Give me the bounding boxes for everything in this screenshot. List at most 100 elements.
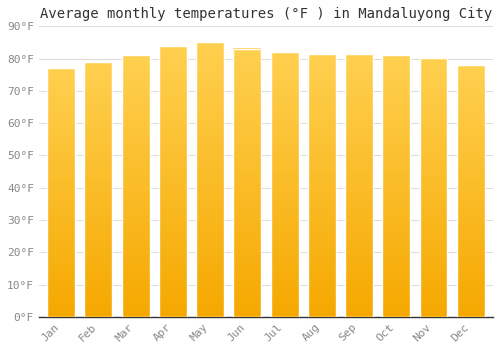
Bar xyxy=(196,295,224,298)
Bar xyxy=(234,260,262,263)
Bar xyxy=(420,283,448,286)
Bar xyxy=(457,168,484,170)
Bar xyxy=(122,82,150,84)
Bar xyxy=(84,141,112,144)
Bar xyxy=(270,76,298,79)
Bar xyxy=(47,167,75,170)
Bar xyxy=(382,136,410,139)
Bar xyxy=(84,296,112,299)
Bar xyxy=(84,88,112,90)
Bar xyxy=(420,247,448,250)
Bar xyxy=(457,70,484,72)
Bar xyxy=(420,58,448,317)
Bar xyxy=(345,144,373,146)
Bar xyxy=(196,177,224,180)
Bar xyxy=(420,92,448,94)
Bar xyxy=(196,97,224,100)
Bar xyxy=(196,193,224,196)
Bar xyxy=(47,289,75,292)
Bar xyxy=(234,309,262,312)
Bar xyxy=(159,122,187,125)
Bar xyxy=(457,294,484,297)
Bar xyxy=(382,230,410,233)
Bar xyxy=(47,247,75,250)
Bar xyxy=(270,58,298,60)
Bar xyxy=(420,172,448,175)
Bar xyxy=(270,296,298,298)
Bar xyxy=(196,158,224,160)
Bar xyxy=(420,252,448,255)
Bar xyxy=(420,201,448,203)
Bar xyxy=(270,266,298,269)
Bar xyxy=(122,123,150,126)
Bar xyxy=(345,285,373,288)
Bar xyxy=(420,79,448,82)
Bar xyxy=(159,144,187,146)
Bar xyxy=(457,153,484,155)
Bar xyxy=(308,89,336,91)
Bar xyxy=(159,84,187,87)
Bar xyxy=(420,144,448,146)
Bar xyxy=(84,162,112,164)
Bar xyxy=(420,112,448,115)
Bar xyxy=(270,172,298,174)
Bar xyxy=(270,187,298,190)
Bar xyxy=(382,81,410,84)
Bar xyxy=(382,168,410,170)
Bar xyxy=(234,185,262,188)
Bar xyxy=(47,122,75,125)
Bar xyxy=(159,76,187,79)
Bar xyxy=(122,304,150,306)
Bar xyxy=(159,111,187,114)
Bar xyxy=(84,218,112,220)
Bar xyxy=(420,71,448,74)
Bar xyxy=(122,134,150,136)
Bar xyxy=(84,177,112,180)
Bar xyxy=(159,301,187,303)
Bar xyxy=(159,209,187,211)
Bar xyxy=(457,178,484,181)
Bar xyxy=(382,290,410,293)
Bar xyxy=(196,155,224,158)
Bar xyxy=(159,287,187,290)
Bar xyxy=(234,67,262,70)
Bar xyxy=(196,289,224,292)
Bar xyxy=(457,65,484,317)
Bar xyxy=(196,94,224,97)
Bar xyxy=(270,74,298,76)
Bar xyxy=(270,232,298,235)
Bar xyxy=(159,71,187,74)
Bar xyxy=(122,306,150,309)
Bar xyxy=(122,283,150,286)
Bar xyxy=(234,295,262,298)
Bar xyxy=(234,191,262,194)
Bar xyxy=(308,54,336,57)
Bar xyxy=(457,115,484,118)
Bar xyxy=(159,135,187,138)
Bar xyxy=(420,141,448,144)
Bar xyxy=(196,56,224,58)
Bar xyxy=(308,262,336,264)
Bar xyxy=(382,68,410,71)
Bar xyxy=(159,65,187,68)
Bar xyxy=(159,108,187,111)
Bar xyxy=(234,314,262,317)
Bar xyxy=(270,134,298,137)
Bar xyxy=(47,90,75,92)
Bar xyxy=(47,180,75,182)
Bar xyxy=(159,98,187,100)
Bar xyxy=(308,188,336,191)
Bar xyxy=(308,107,336,110)
Bar xyxy=(84,152,112,154)
Bar xyxy=(159,214,187,217)
Bar xyxy=(234,204,262,207)
Bar xyxy=(382,217,410,220)
Bar xyxy=(122,136,150,139)
Bar xyxy=(234,233,262,236)
Bar xyxy=(345,186,373,188)
Bar xyxy=(47,297,75,299)
Bar xyxy=(234,271,262,274)
Bar xyxy=(308,125,336,128)
Bar xyxy=(457,312,484,314)
Bar xyxy=(47,120,75,122)
